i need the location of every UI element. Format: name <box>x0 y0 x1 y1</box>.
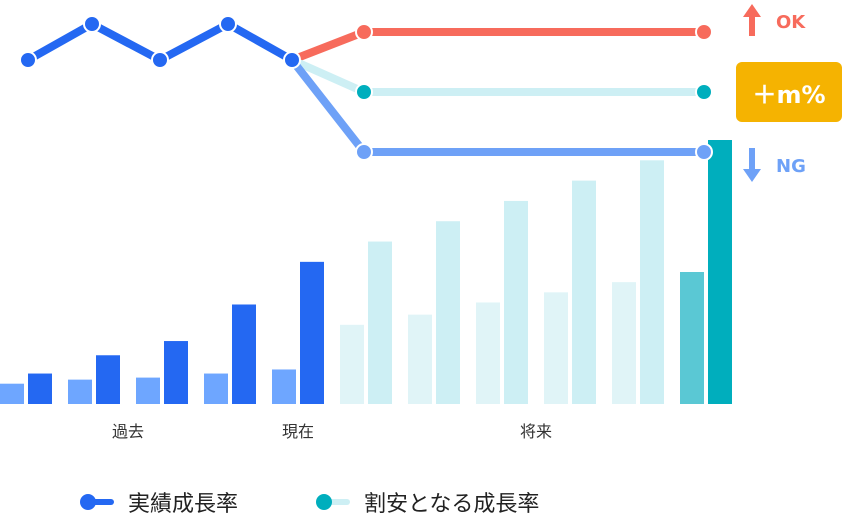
bar-過去2-b <box>96 355 120 404</box>
bar-現在-b <box>300 261 324 404</box>
legend-target-label: 割安となる成長率 <box>364 492 540 517</box>
scenario-point-ng-1 <box>355 143 373 161</box>
bar-過去3-b <box>164 341 188 404</box>
bar-将来1-a <box>340 324 364 404</box>
target-line-icon <box>316 492 352 512</box>
x-label-過去: 過去 <box>112 422 144 441</box>
x-axis-labels: 過去 現在 将来 <box>112 422 552 441</box>
ok-indicator: OK <box>743 4 806 36</box>
bar-将来2-a <box>408 314 432 404</box>
scenario-point-ng-2 <box>695 143 713 161</box>
bar-将来3-a <box>476 302 500 404</box>
bar-将来3-b <box>504 200 528 404</box>
history-point-1 <box>83 15 101 33</box>
scenario-point-ok-1 <box>355 23 373 41</box>
bar-将来6-b <box>708 140 732 404</box>
ng-indicator: NG <box>743 148 806 182</box>
bar-将来2-b <box>436 221 460 404</box>
legend-actual: 実績成長率 <box>80 485 238 519</box>
bar-過去1-a <box>0 383 24 404</box>
bar-現在-a <box>272 369 296 404</box>
ok-label: OK <box>776 12 806 33</box>
arrow-down-icon <box>743 148 761 182</box>
bar-将来6-a <box>680 272 704 404</box>
growth-chart: 過去 現在 将来 OK NG <box>0 4 806 441</box>
legend-actual-label: 実績成長率 <box>128 492 239 517</box>
history-point-4 <box>283 51 301 69</box>
actual-line-icon <box>80 492 116 512</box>
bar-過去4-a <box>204 373 228 404</box>
bar-過去4-b <box>232 304 256 404</box>
arrow-up-icon <box>743 4 761 36</box>
line-group <box>19 15 713 161</box>
bar-過去2-a <box>68 379 92 404</box>
ng-label: NG <box>776 156 806 177</box>
scenario-point-target-2 <box>695 83 713 101</box>
bar-将来5-b <box>640 160 664 404</box>
bar-将来4-b <box>572 180 596 404</box>
history-point-0 <box>19 51 37 69</box>
scenario-point-ok-2 <box>695 23 713 41</box>
scenario-point-target-1 <box>355 83 373 101</box>
scenario-line-ng <box>288 56 708 156</box>
bar-将来4-a <box>544 292 568 404</box>
bar-将来1-b <box>368 241 392 404</box>
bar-将来5-a <box>612 282 636 404</box>
bar-group <box>0 140 732 404</box>
bar-過去3-a <box>136 377 160 404</box>
x-label-現在: 現在 <box>282 422 314 441</box>
scenario-line-target <box>288 56 708 96</box>
x-label-将来: 将来 <box>520 422 552 441</box>
legend-target: 割安となる成長率 <box>316 485 539 519</box>
target-growth-badge: ＋m% <box>736 62 842 122</box>
scenario-line-ok <box>288 28 708 64</box>
history-point-3 <box>219 15 237 33</box>
bar-過去1-b <box>28 373 52 404</box>
history-point-2 <box>151 51 169 69</box>
